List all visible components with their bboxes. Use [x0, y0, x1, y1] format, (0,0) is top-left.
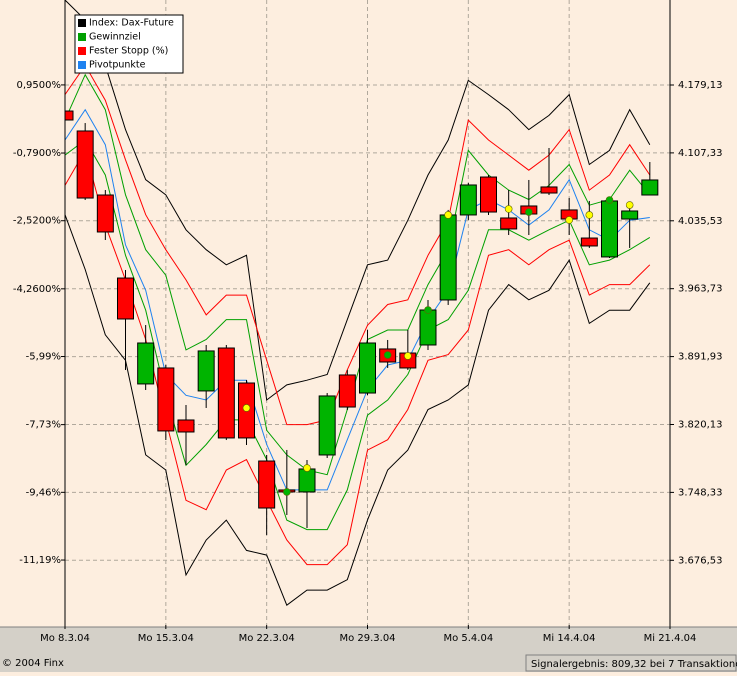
candle-body: [117, 277, 134, 320]
signal-marker: [303, 464, 311, 472]
x-tick-label: Mo 8.3.04: [40, 633, 90, 644]
y-tick-label: 3.748,33: [678, 487, 723, 498]
y-tick-label: 3.891,93: [678, 352, 723, 363]
band-line: [65, 0, 651, 401]
candle-body: [217, 347, 235, 439]
y2-tick-label: 0,9500%: [17, 80, 62, 91]
candle-body: [258, 460, 276, 509]
y2-tick-label: -4,2600%: [13, 284, 61, 295]
signal-marker: [444, 211, 452, 219]
signal-marker: [585, 211, 594, 219]
signal-marker: [565, 216, 573, 224]
signal-marker: [283, 488, 291, 496]
legend-swatch: [78, 33, 86, 41]
legend-swatch: [78, 61, 86, 69]
x-tick-label: Mi 21.4.04: [644, 633, 697, 644]
candle-body: [641, 179, 659, 196]
signal-marker: [605, 196, 614, 204]
candle-body: [419, 309, 437, 346]
band-line: [65, 64, 651, 426]
legend-label: Index: Dax-Future: [89, 18, 174, 29]
band-line: [65, 73, 651, 476]
signal-marker: [424, 306, 432, 314]
x-tick-label: Mo 5.4.04: [443, 633, 493, 644]
signal-marker: [625, 201, 634, 209]
candle-body: [177, 419, 195, 433]
y2-tick-label: -7,73%: [26, 420, 61, 431]
candle-body: [318, 395, 336, 456]
candle-body: [601, 200, 618, 258]
candle-body: [580, 237, 598, 247]
x-tick-label: Mo 15.3.04: [138, 633, 194, 644]
candle-body: [65, 110, 74, 121]
x-tick-label: Mo 22.3.04: [239, 633, 295, 644]
y-tick-label: 4.107,33: [678, 148, 723, 159]
footer-box: [525, 654, 737, 672]
signal-marker: [242, 404, 251, 412]
y-tick-label: 4.179,13: [678, 80, 723, 91]
legend-label: Pivotpunkte: [89, 60, 146, 71]
y2-tick-label: -2,5200%: [13, 216, 61, 227]
candle-body: [157, 367, 175, 432]
legend: Index: Dax-Future Gewinnziel Fester Stopp …: [74, 14, 184, 74]
axes: 4.179,13 4.107,33 4.035,53 3.963,73 3.891,93…: [13, 0, 723, 644]
footer-right: Signalergebnis: 809,32 bei 7 Transaktion…: [531, 659, 737, 670]
candle-body: [298, 468, 316, 493]
y2-tick-label: -9,46%: [26, 487, 61, 498]
candle-body: [137, 342, 155, 385]
y-tick-label: 3.963,73: [678, 284, 723, 295]
band-line: [65, 108, 650, 491]
candle-body: [621, 210, 639, 220]
legend-label: Fester Stopp (%): [89, 46, 168, 57]
plot: [65, 0, 659, 606]
y-tick-label: 3.820,13: [678, 419, 723, 430]
candle-body: [540, 186, 558, 194]
x-tick-label: Mo 29.3.04: [339, 633, 395, 644]
legend-swatch: [78, 47, 86, 55]
candle-body: [459, 184, 477, 216]
candle-body: [76, 130, 94, 199]
background: [0, 0, 737, 627]
signal-marker: [525, 208, 533, 216]
y2-tick-label: -5,99%: [26, 352, 61, 363]
candle-body: [500, 217, 518, 230]
y2-tick-label: -0,7900%: [13, 148, 61, 159]
candle-body: [480, 176, 497, 213]
legend-swatch: [78, 19, 86, 27]
y2-tick-label: -11,19%: [19, 555, 61, 566]
y-tick-label: 3.676,53: [678, 555, 723, 566]
signal-marker: [504, 205, 513, 213]
candle-body: [96, 194, 114, 233]
legend-label: Gewinnziel: [89, 32, 141, 43]
signal-marker: [383, 351, 392, 359]
candle-body: [338, 374, 356, 408]
candle-body: [197, 350, 215, 392]
signal-marker: [404, 352, 412, 360]
y-tick-label: 4.035,53: [678, 216, 723, 227]
candle-body: [359, 342, 376, 394]
x-tick-label: Mi 14.4.04: [543, 633, 596, 644]
legend-box: [74, 14, 184, 74]
candle-body: [439, 214, 457, 301]
band-line: [65, 214, 651, 606]
footer-left: © 2004 Finx: [2, 658, 64, 669]
